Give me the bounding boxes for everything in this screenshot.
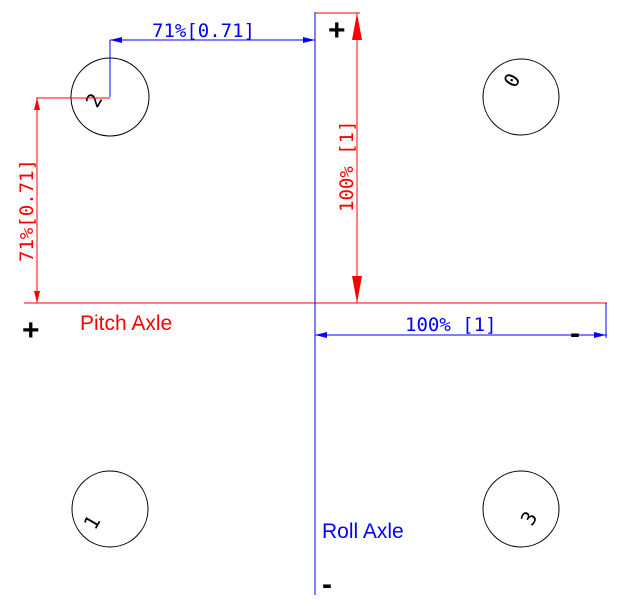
pitch-plus-sign: + — [22, 314, 40, 347]
motor-3-label: 3 — [516, 507, 543, 529]
motor-1-label: 1 — [79, 511, 106, 533]
roll-axle-label: Roll Axle — [322, 520, 404, 543]
roll-plus-sign: + — [328, 14, 346, 47]
motor-1: 1 — [71, 470, 149, 548]
dim-left-vertical-text: 71%[0.71] — [16, 159, 38, 262]
motor-2-label: 2 — [81, 89, 108, 111]
motor-0-label: 0 — [499, 69, 526, 91]
dim-right-horizontal: 100% [1] — [315, 303, 607, 338]
roll-minus-sign: - — [322, 568, 332, 601]
motor-3: 3 — [482, 470, 560, 548]
pitch-axle-label: Pitch Axle — [80, 312, 172, 335]
motor-0: 0 — [482, 58, 560, 136]
dim-center-vertical: 100% [1] — [315, 12, 362, 303]
dim-top-horizontal: 71%[0.71] — [109, 20, 315, 97]
dim-left-vertical: 71%[0.71] — [16, 97, 110, 303]
dim-center-vertical-text: 100% [1] — [336, 120, 358, 212]
dim-top-horizontal-text: 71%[0.71] — [152, 20, 255, 42]
dim-right-horizontal-text: 100% [1] — [405, 314, 497, 336]
pitch-minus-sign: - — [570, 317, 580, 350]
